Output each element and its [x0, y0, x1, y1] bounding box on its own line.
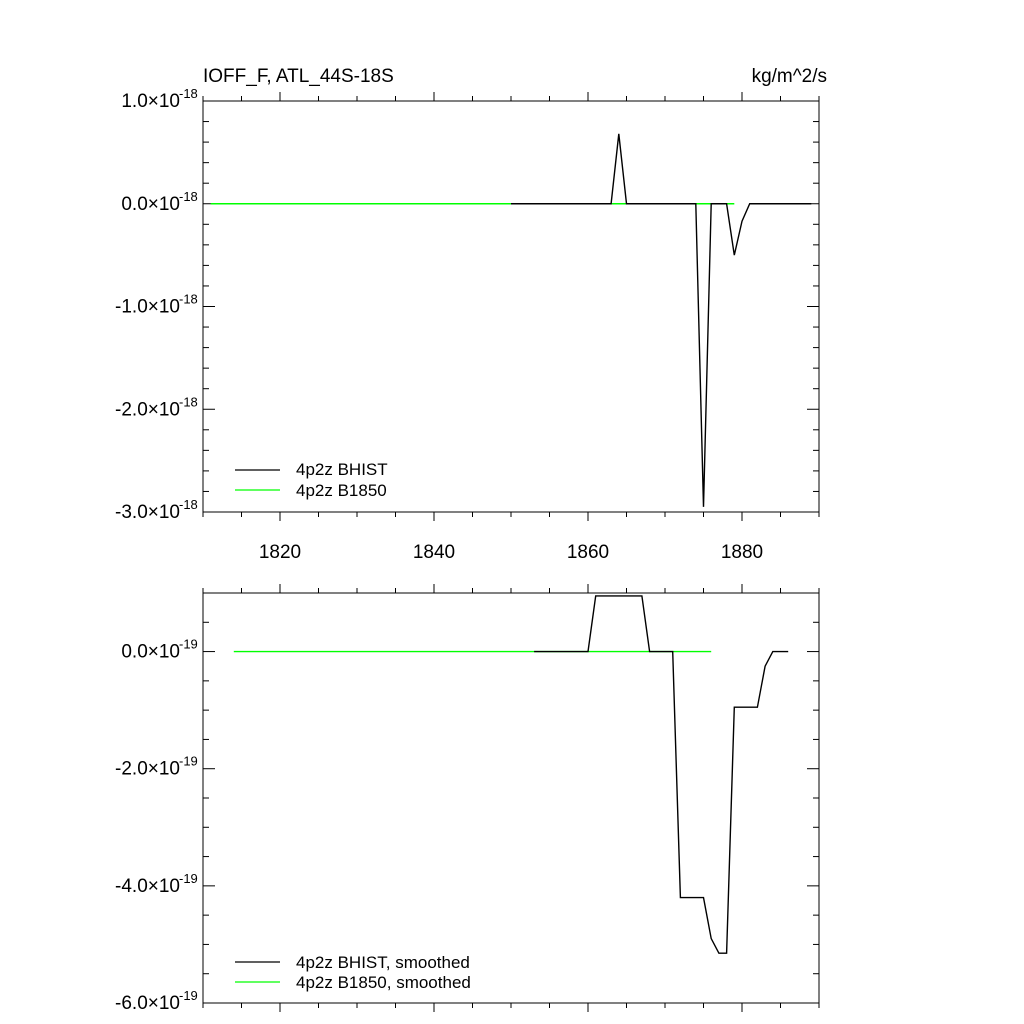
y-tick-exponent: -19: [179, 754, 198, 769]
legend-label-bhist: 4p2z BHIST: [296, 460, 388, 479]
y-tick-exponent: -19: [179, 871, 198, 886]
y-tick-label: 1.0×10: [121, 91, 180, 112]
chart-title: IOFF_F, ATL_44S-18S: [203, 66, 394, 87]
y-tick-exponent: -18: [179, 189, 198, 204]
legend-label-bhist-smoothed: 4p2z BHIST, smoothed: [296, 953, 470, 972]
top-series: [210, 133, 812, 507]
bottom-panel: 0.0×10 -19-2.0×10 -19-4.0×10 -19-6.0×10 -19 …: [115, 584, 820, 1014]
x-tick-label: 1820: [259, 542, 301, 563]
y-tick-exponent: -18: [179, 394, 198, 409]
y-tick-label: 0.0×10: [121, 194, 180, 215]
y-tick-label: -2.0×10: [115, 759, 180, 780]
series-line-4p2z-bhist-smoothed: [534, 595, 789, 954]
x-tick-label: 1840: [413, 542, 455, 563]
y-tick-label: -2.0×10: [115, 399, 180, 420]
y-tick-exponent: -18: [179, 497, 198, 512]
top-panel: IOFF_F, ATL_44S-18S kg/m^2/s 1.0×10 -180.…: [115, 66, 827, 563]
top-axis-ticks: [202, 92, 820, 521]
legend-label-b1850-smoothed: 4p2z B1850, smoothed: [296, 973, 471, 992]
top-legend: 4p2z BHIST 4p2z B1850: [235, 460, 388, 500]
units-label: kg/m^2/s: [752, 66, 827, 87]
bottom-legend: 4p2z BHIST, smoothed 4p2z B1850, smoothe…: [235, 953, 471, 992]
bottom-axis-ticks: [202, 584, 820, 1012]
bottom-tick-labels: 0.0×10 -19-2.0×10 -19-4.0×10 -19-6.0×10 -19: [115, 637, 198, 1014]
y-tick-exponent: -18: [179, 86, 198, 101]
y-tick-label: -6.0×10: [115, 993, 180, 1014]
y-tick-exponent: -19: [179, 637, 198, 652]
series-line-4p2z-bhist: [511, 133, 812, 507]
x-tick-label: 1860: [567, 542, 609, 563]
legend-label-b1850: 4p2z B1850: [296, 481, 387, 500]
bottom-series: [233, 595, 789, 954]
y-tick-exponent: -19: [179, 988, 198, 1003]
y-tick-label: -3.0×10: [115, 502, 180, 523]
y-tick-label: -4.0×10: [115, 876, 180, 897]
y-tick-label: 0.0×10: [121, 642, 180, 663]
top-tick-labels: 1.0×10 -180.0×10 -18-1.0×10 -18-2.0×10 -18-3…: [115, 86, 763, 563]
x-tick-label: 1880: [721, 542, 763, 563]
y-tick-label: -1.0×10: [115, 297, 180, 318]
plot-frame-top: [202, 100, 820, 513]
y-tick-exponent: -18: [179, 292, 198, 307]
